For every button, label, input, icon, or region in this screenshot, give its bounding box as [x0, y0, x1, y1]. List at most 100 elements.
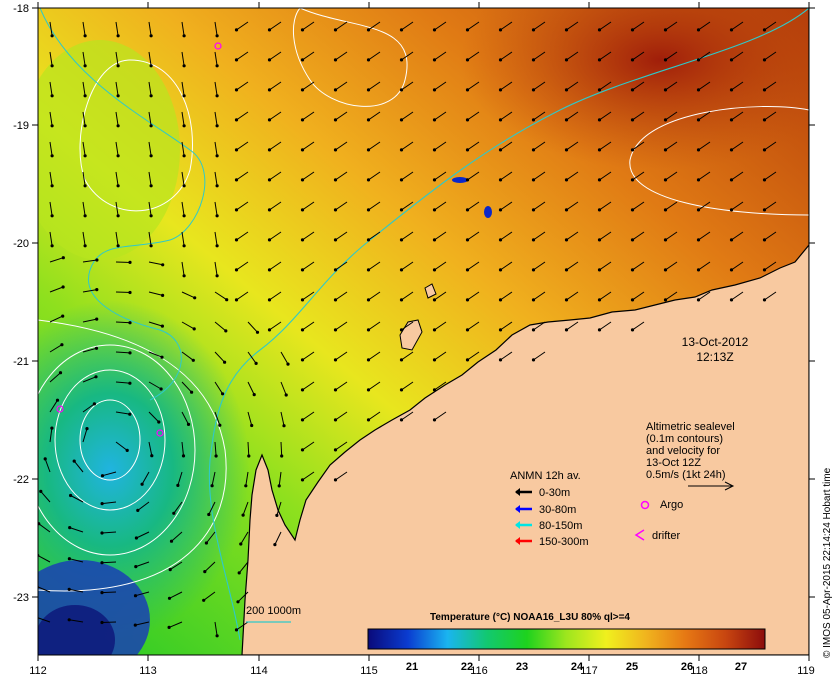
velocity-arrow: [401, 141, 414, 151]
velocity-arrow: [82, 289, 97, 293]
velocity-arrow: [181, 201, 185, 216]
velocity-arrow-head: [564, 298, 569, 302]
velocity-arrow-head: [432, 418, 437, 422]
velocity-arrow-head: [167, 596, 172, 600]
velocity-arrow-head: [399, 28, 404, 32]
velocity-arrow-head: [191, 358, 195, 362]
colorbar-tick: 25: [626, 661, 638, 673]
velocity-arrow-head: [55, 398, 60, 402]
altimetry-line: and velocity for: [646, 445, 720, 457]
land-mass: [241, 8, 809, 655]
velocity-arrow: [764, 21, 777, 31]
velocity-arrow: [181, 381, 192, 393]
velocity-arrow: [181, 261, 185, 276]
x-axis: 112 113 114 115 116 117 118 119: [29, 2, 815, 677]
velocity-arrow: [236, 51, 249, 61]
velocity-arrow: [764, 261, 777, 271]
velocity-arrow-head: [83, 94, 87, 98]
velocity-arrow-head: [333, 88, 338, 92]
velocity-arrow-head: [267, 238, 272, 242]
velocity-arrow: [269, 81, 282, 91]
velocity-arrow: [247, 321, 258, 333]
velocity-arrow: [136, 531, 150, 539]
velocity-arrow: [434, 321, 447, 331]
velocity-arrow-head: [95, 317, 99, 321]
velocity-arrow: [214, 171, 218, 186]
velocity-arrow: [665, 141, 678, 151]
velocity-arrow-head: [300, 268, 305, 272]
velocity-arrow: [148, 261, 163, 266]
velocity-arrow-head: [215, 184, 219, 188]
velocity-arrow: [599, 321, 612, 331]
velocity-arrow-head: [498, 358, 503, 362]
velocity-arrow-head: [597, 58, 602, 62]
velocity-arrow: [206, 531, 216, 544]
velocity-arrow: [280, 351, 289, 365]
coldest-water-patch: [38, 605, 115, 655]
velocity-arrow-head: [432, 58, 437, 62]
velocity-arrow: [368, 111, 381, 121]
velocity-arrow-head: [399, 88, 404, 92]
velocity-arrow-head: [128, 321, 132, 325]
velocity-arrow-head: [366, 358, 371, 362]
velocity-arrow: [181, 141, 185, 156]
anmn-swatch-head: [515, 537, 520, 545]
velocity-arrow: [173, 501, 183, 514]
velocity-arrow: [276, 501, 282, 516]
velocity-arrow-head: [300, 148, 305, 152]
velocity-arrow-head: [366, 28, 371, 32]
velocity-arrow-head: [234, 88, 239, 92]
velocity-arrow: [434, 411, 447, 421]
velocity-arrow-head: [133, 594, 138, 598]
velocity-arrow-head: [300, 208, 305, 212]
velocity-arrow-head: [597, 268, 602, 272]
velocity-arrow-head: [630, 328, 635, 332]
velocity-arrow: [632, 111, 645, 121]
velocity-arrow-head: [399, 118, 404, 122]
velocity-arrow: [49, 428, 53, 443]
velocity-arrow-head: [136, 508, 140, 512]
velocity-arrow-head: [498, 208, 503, 212]
velocity-arrow-head: [182, 34, 186, 38]
velocity-arrow: [302, 381, 315, 391]
velocity-arrow-head: [182, 214, 186, 218]
sealevel-contour: [54, 369, 166, 511]
velocity-arrow: [533, 321, 546, 331]
velocity-arrow-head: [203, 570, 207, 574]
velocity-arrow-head: [300, 388, 305, 392]
velocity-arrow-head: [729, 148, 734, 152]
velocity-arrow: [434, 351, 447, 361]
velocity-arrow: [698, 111, 711, 121]
velocity-arrow: [434, 141, 447, 151]
velocity-arrow-head: [432, 358, 437, 362]
velocity-arrow: [335, 411, 348, 421]
datetime-label: 13-Oct-2012 12:13Z: [682, 335, 749, 364]
velocity-arrow: [401, 21, 414, 31]
velocity-arrow-head: [204, 541, 208, 545]
velocity-arrow-head: [366, 178, 371, 182]
velocity-arrow-head: [465, 28, 470, 32]
velocity-arrow: [500, 231, 513, 241]
velocity-arrow: [368, 141, 381, 151]
velocity-arrow: [632, 51, 645, 61]
velocity-arrow: [599, 81, 612, 91]
velocity-arrow: [69, 558, 84, 563]
velocity-arrow-head: [202, 598, 206, 602]
velocity-arrow: [280, 381, 287, 396]
velocity-arrow: [82, 111, 86, 126]
velocity-arrow-head: [531, 238, 536, 242]
velocity-arrow-head: [50, 94, 54, 98]
velocity-arrow: [302, 321, 315, 331]
velocity-arrow: [38, 554, 51, 563]
velocity-arrow: [533, 261, 546, 271]
velocity-arrow: [115, 411, 130, 415]
velocity-arrow: [242, 501, 249, 516]
velocity-arrow: [302, 111, 315, 121]
velocity-arrow-head: [182, 124, 186, 128]
velocity-arrow: [214, 321, 227, 332]
velocity-arrow: [401, 111, 414, 121]
velocity-arrow: [764, 231, 777, 241]
velocity-arrow: [238, 561, 249, 574]
velocity-arrow-head: [94, 375, 98, 379]
